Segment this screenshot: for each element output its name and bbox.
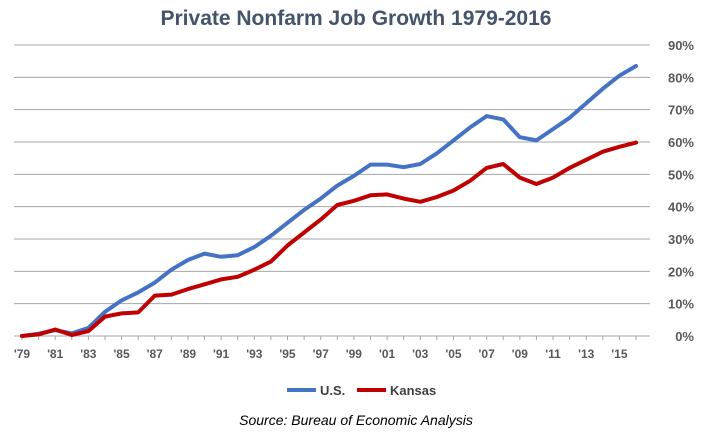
x-tick-label: '95 [279, 347, 296, 361]
y-tick-label: 30% [668, 232, 694, 247]
x-tick-label: '07 [479, 347, 496, 361]
y-tick-label: 20% [668, 264, 694, 279]
y-tick-label: 90% [668, 38, 694, 53]
x-tick-label: '13 [578, 347, 595, 361]
series-lines [20, 64, 638, 338]
chart-title: Private Nonfarm Job Growth 1979-2016 [161, 7, 552, 30]
x-tick-label: '79 [14, 347, 31, 361]
legend: U.S. Kansas [287, 383, 436, 398]
y-axis-ticks: 0% 10% 20% 30% 40% 50% 60% 70% 80% 90% [668, 38, 694, 344]
y-tick-label: 70% [668, 103, 694, 118]
y-tick-label: 0% [675, 329, 694, 344]
x-tick-label: '93 [246, 347, 263, 361]
x-tick-label: '15 [611, 347, 628, 361]
x-tick-label: '01 [379, 347, 396, 361]
x-tick-label: '83 [80, 347, 97, 361]
legend-label-us: U.S. [320, 383, 345, 398]
y-tick-label: 60% [668, 135, 694, 150]
series-line-us [20, 64, 638, 338]
source-note: Source: Bureau of Economic Analysis [239, 412, 473, 428]
x-axis-ticks: '79 '81 '83 '85 '87 '89 '91 '93 '95 '97 '99 '01 '03 '… [14, 336, 637, 361]
y-tick-label: 10% [668, 297, 694, 312]
x-tick-label: '85 [113, 347, 130, 361]
series-line-kansas [20, 140, 638, 338]
x-tick-label: '09 [512, 347, 529, 361]
x-tick-label: '05 [445, 347, 462, 361]
x-tick-label: '99 [346, 347, 363, 361]
legend-label-kansas: Kansas [390, 383, 436, 398]
x-tick-label: '81 [47, 347, 64, 361]
x-tick-label: '87 [147, 347, 164, 361]
y-tick-label: 80% [668, 70, 694, 85]
x-tick-label: '91 [213, 347, 230, 361]
x-tick-label: '11 [545, 347, 561, 361]
x-tick-label: '89 [180, 347, 197, 361]
y-tick-label: 50% [668, 167, 694, 182]
x-tick-label: '03 [412, 347, 429, 361]
x-tick-label: '97 [313, 347, 330, 361]
y-tick-label: 40% [668, 200, 694, 215]
